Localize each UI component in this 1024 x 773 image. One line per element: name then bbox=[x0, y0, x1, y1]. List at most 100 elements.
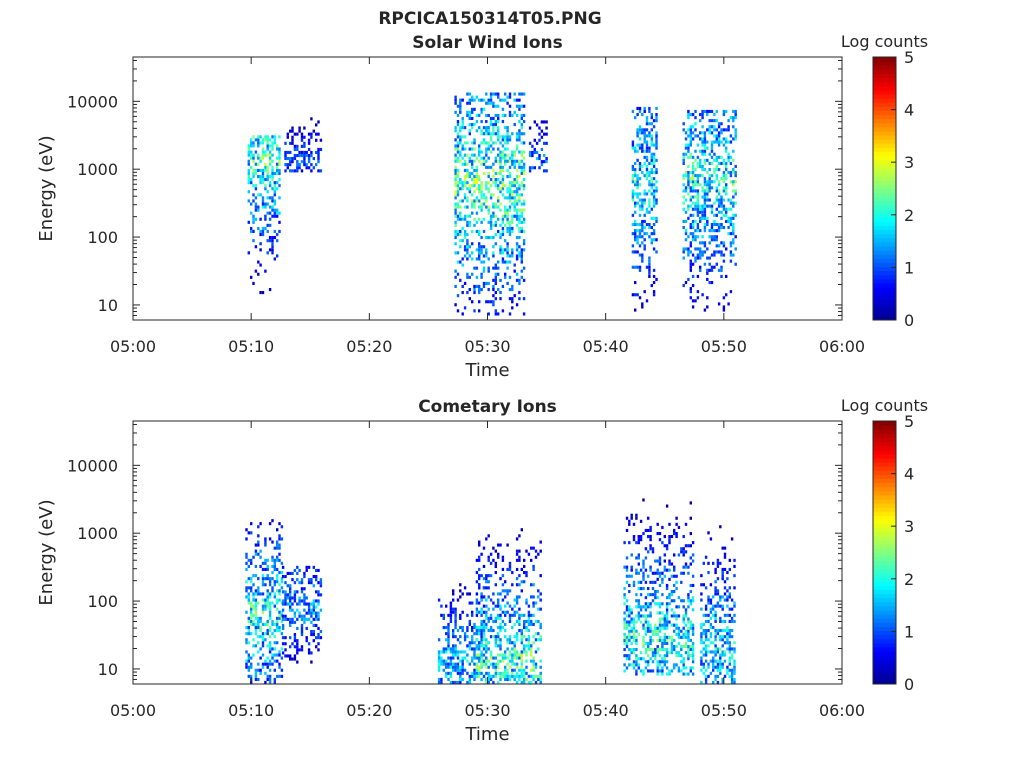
heatmap-cell bbox=[723, 552, 727, 556]
heatmap-cell bbox=[312, 565, 315, 569]
heatmap-cell bbox=[310, 150, 313, 154]
heatmap-cell bbox=[489, 135, 493, 139]
heatmap-cell bbox=[293, 169, 297, 173]
heatmap-cell bbox=[315, 623, 318, 627]
heatmap-cell bbox=[485, 236, 488, 240]
heatmap-cell bbox=[523, 558, 526, 562]
heatmap-cell bbox=[641, 256, 644, 260]
heatmap-cell bbox=[719, 665, 722, 669]
heatmap-cell bbox=[257, 589, 260, 593]
heatmap-cell bbox=[264, 184, 267, 188]
heatmap-cell bbox=[315, 138, 318, 142]
heatmap-cell bbox=[492, 162, 495, 166]
heatmap-cell bbox=[454, 101, 457, 105]
heatmap-cell bbox=[511, 656, 514, 660]
heatmap-cell bbox=[710, 131, 714, 135]
heatmap-cell bbox=[478, 245, 481, 249]
heatmap-cell bbox=[480, 181, 483, 185]
heatmap-cell bbox=[699, 119, 702, 123]
heatmap-cell bbox=[245, 641, 248, 645]
heatmap-cell bbox=[721, 571, 724, 575]
heatmap-cell bbox=[494, 132, 497, 136]
heatmap-cell bbox=[506, 187, 509, 191]
heatmap-cell bbox=[648, 131, 651, 135]
heatmap-cell bbox=[485, 662, 488, 666]
heatmap-cell bbox=[487, 171, 490, 175]
heatmap-cell bbox=[710, 119, 714, 123]
colorbar-segment bbox=[873, 589, 896, 595]
heatmap-cell bbox=[466, 613, 469, 617]
heatmap-cell bbox=[494, 202, 497, 206]
heatmap-cell bbox=[691, 186, 695, 190]
heatmap-cell bbox=[523, 622, 526, 626]
heatmap-cell bbox=[289, 636, 292, 640]
heatmap-cell bbox=[463, 175, 467, 179]
heatmap-cell bbox=[284, 593, 287, 597]
heatmap-cell bbox=[482, 632, 486, 636]
heatmap-cell bbox=[520, 171, 523, 175]
heatmap-cell bbox=[289, 169, 292, 173]
heatmap-cell bbox=[518, 558, 521, 562]
heatmap-cell bbox=[645, 232, 649, 236]
heatmap-cell bbox=[539, 592, 542, 596]
heatmap-cell bbox=[273, 171, 276, 175]
heatmap-cell bbox=[268, 205, 272, 209]
heatmap-cell bbox=[268, 613, 272, 617]
heatmap-cell bbox=[642, 577, 645, 581]
heatmap-cell bbox=[532, 641, 535, 645]
heatmap-cell bbox=[530, 680, 533, 684]
heatmap-cell bbox=[717, 250, 721, 254]
heatmap-cell bbox=[694, 299, 697, 303]
heatmap-cell bbox=[727, 207, 730, 211]
heatmap-cell bbox=[266, 141, 269, 145]
heatmap-cell bbox=[508, 604, 512, 608]
heatmap-cell bbox=[449, 674, 453, 678]
heatmap-cell bbox=[650, 116, 653, 120]
colorbar-segment bbox=[873, 441, 896, 447]
heatmap-cell bbox=[663, 663, 666, 667]
heatmap-cell bbox=[499, 98, 502, 102]
heatmap-cell bbox=[722, 177, 726, 181]
heatmap-cell bbox=[310, 602, 313, 606]
colorbar-segment bbox=[873, 585, 896, 590]
heatmap-cell bbox=[487, 269, 490, 273]
heatmap-cell bbox=[719, 604, 722, 608]
heatmap-cell bbox=[625, 645, 629, 649]
heatmap-cell bbox=[522, 187, 526, 191]
heatmap-cell bbox=[508, 184, 512, 188]
heatmap-cell bbox=[264, 632, 267, 636]
heatmap-cell bbox=[691, 189, 695, 193]
heatmap-cell bbox=[278, 626, 281, 630]
heatmap-cell bbox=[534, 549, 538, 553]
heatmap-cell bbox=[273, 680, 276, 684]
y-axis-label: Energy (eV) bbox=[36, 499, 57, 605]
heatmap-cell bbox=[643, 192, 646, 196]
heatmap-cell bbox=[719, 561, 722, 565]
heatmap-cell bbox=[259, 263, 262, 267]
heatmap-cell bbox=[266, 171, 269, 175]
heatmap-cell bbox=[257, 668, 260, 672]
heatmap-cell bbox=[475, 638, 479, 642]
heatmap-cell bbox=[442, 647, 445, 651]
heatmap-cell bbox=[264, 150, 267, 154]
heatmap-cell bbox=[276, 254, 279, 258]
heatmap-cell bbox=[631, 143, 635, 147]
heatmap-cell bbox=[634, 250, 637, 254]
heatmap-cell bbox=[291, 571, 294, 575]
heatmap-cell bbox=[480, 613, 483, 617]
heatmap-cell bbox=[452, 589, 455, 593]
heatmap-cell bbox=[289, 645, 292, 649]
heatmap-cell bbox=[704, 619, 708, 623]
heatmap-cell bbox=[489, 629, 493, 633]
heatmap-cell bbox=[538, 166, 541, 170]
heatmap-cell bbox=[515, 113, 519, 117]
heatmap-cell bbox=[273, 653, 276, 657]
heatmap-cell bbox=[632, 632, 636, 636]
heatmap-cell bbox=[454, 95, 457, 99]
heatmap-cell bbox=[733, 680, 736, 684]
heatmap-cell bbox=[708, 262, 711, 266]
heatmap-cell bbox=[520, 656, 523, 660]
heatmap-cell bbox=[317, 611, 320, 615]
heatmap-cell bbox=[268, 159, 272, 163]
heatmap-cell bbox=[689, 198, 692, 202]
